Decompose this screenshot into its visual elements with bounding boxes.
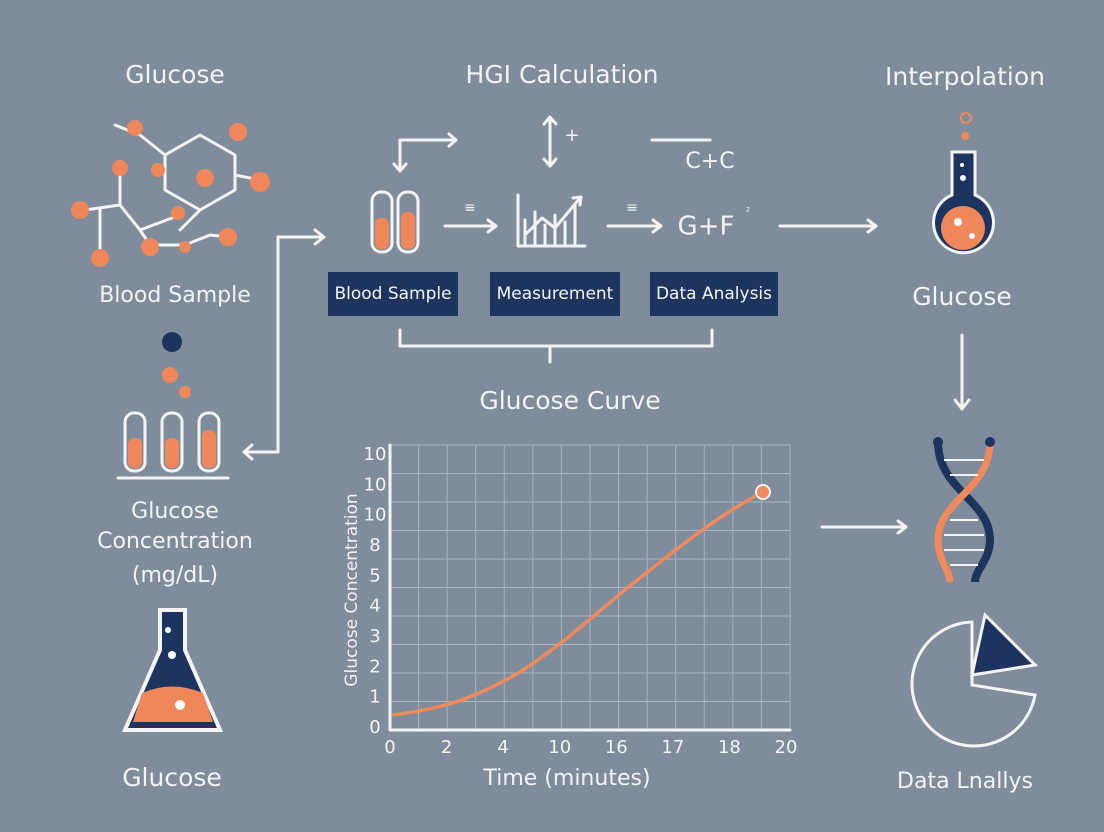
arrow <box>820 519 908 535</box>
formula: C+C <box>685 149 734 174</box>
label: Glucose <box>912 282 1012 311</box>
step-box: Blood Sample Measurement Data Analysis <box>328 272 778 316</box>
y-tick-label: 4 <box>369 596 380 617</box>
label: Glucose <box>122 763 222 792</box>
flask-icon <box>121 608 224 732</box>
x-tick-label: 18 <box>718 737 741 758</box>
test-tubes-icon <box>116 332 230 480</box>
y-tick-label: 3 <box>369 626 380 647</box>
mark: ≡ <box>464 200 476 216</box>
step-label: Blood Sample <box>334 284 451 304</box>
mark: + <box>564 125 579 146</box>
x-tick-label: 17 <box>661 737 684 758</box>
connector-arrow <box>242 228 326 461</box>
heading: Glucose <box>125 60 225 89</box>
curve <box>391 490 763 717</box>
heading: HGI Calculation <box>466 60 659 89</box>
arrow <box>443 218 498 234</box>
y-tick-label: 10 <box>364 444 387 465</box>
brace <box>398 328 714 364</box>
axis-label: Time (minutes) <box>482 766 650 791</box>
chart-icon <box>516 193 587 248</box>
arrow <box>392 132 458 173</box>
axis <box>388 443 792 732</box>
molecule-icon <box>71 120 270 267</box>
axis-label: Glucose Concentration <box>342 493 362 686</box>
y-tick-label: 2 <box>369 656 380 677</box>
x-tick-label: 20 <box>775 737 798 758</box>
arrow <box>778 218 878 234</box>
x-tick-label: 2 <box>441 737 452 758</box>
y-tick-label: 8 <box>369 535 380 556</box>
x-tick-label: 10 <box>548 737 571 758</box>
label: Glucose <box>131 499 219 524</box>
formula-sup: ² <box>746 205 750 218</box>
label: Data Lnallys <box>897 769 1033 794</box>
curve-plot: 0 1 2 3 4 5 8 10 10 10 0 2 4 10 16 17 18 20 <box>364 443 798 758</box>
arrow <box>542 115 558 168</box>
y-tick-label: 1 <box>369 687 380 708</box>
step-label: Measurement <box>497 284 614 304</box>
arrow <box>953 333 971 411</box>
y-tick-label: 10 <box>364 505 387 526</box>
x-tick-label: 4 <box>497 737 508 758</box>
label: (mg/dL) <box>132 563 218 588</box>
curve-end <box>755 484 771 500</box>
flask-icon <box>932 112 995 255</box>
panel-title: Glucose Curve <box>479 386 660 415</box>
y-tick-label: 5 <box>369 565 380 586</box>
step-label: Data Analysis <box>656 284 772 304</box>
label: Concentration <box>97 529 253 554</box>
label: Blood Sample <box>99 283 251 308</box>
heading: Interpolation <box>885 62 1045 91</box>
test-tubes-icon <box>370 190 420 254</box>
x-tick-label: 0 <box>384 737 395 758</box>
y-tick-label: 0 <box>369 717 380 738</box>
x-tick-label: 16 <box>605 737 628 758</box>
arrow <box>606 218 663 234</box>
y-tick-label: 10 <box>364 474 387 495</box>
formula: G+F <box>678 212 735 242</box>
mark: ≡ <box>626 200 638 216</box>
dna-icon <box>933 437 995 583</box>
pie-icon <box>910 611 1039 748</box>
